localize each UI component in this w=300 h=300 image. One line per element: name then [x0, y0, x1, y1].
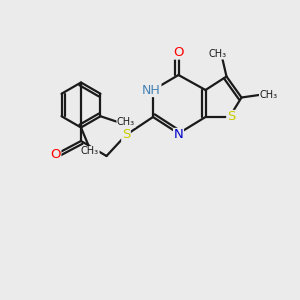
- Text: CH₃: CH₃: [81, 146, 99, 157]
- Text: O: O: [50, 148, 61, 161]
- Text: N: N: [174, 128, 183, 142]
- Text: S: S: [122, 128, 130, 142]
- Text: O: O: [173, 46, 184, 59]
- Text: CH₃: CH₃: [208, 49, 226, 59]
- Text: CH₃: CH₃: [260, 89, 278, 100]
- Text: S: S: [227, 110, 235, 124]
- Text: NH: NH: [142, 83, 161, 97]
- Text: CH₃: CH₃: [117, 117, 135, 127]
